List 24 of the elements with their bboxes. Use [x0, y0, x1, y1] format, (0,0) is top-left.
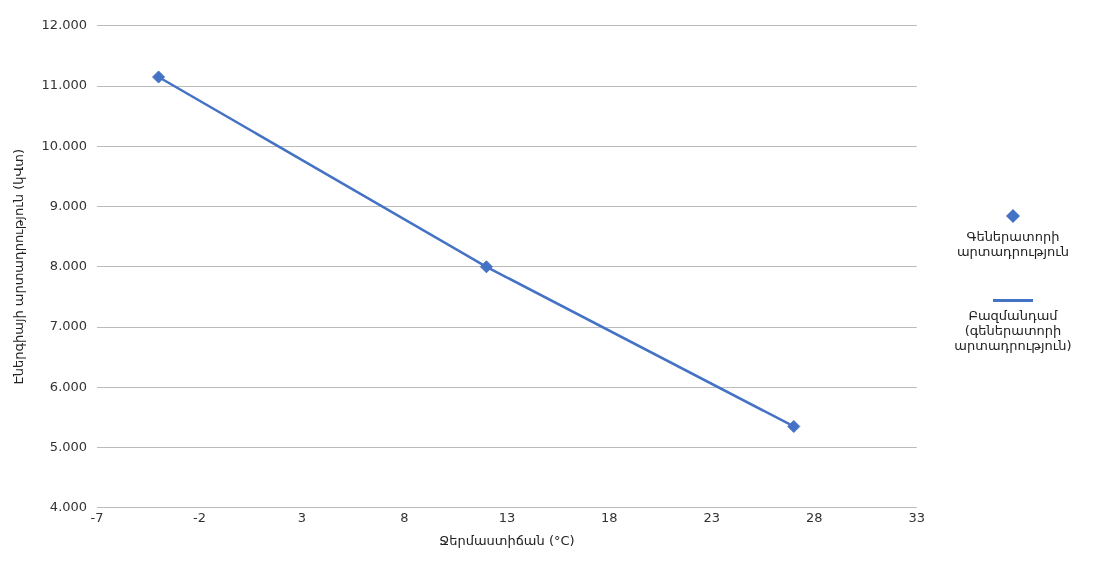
x-tick-label: 18 — [601, 509, 618, 525]
x-tick-label: 23 — [703, 509, 721, 525]
y-tick-label: 9.000 — [49, 197, 88, 213]
y-tick-label: 5.000 — [49, 438, 88, 454]
x-tick-label: 28 — [806, 509, 823, 525]
legend-label: Գեներատորի արտադրություն — [955, 228, 1071, 259]
y-tick-label: 8.000 — [49, 258, 88, 274]
point — [787, 419, 801, 433]
y-tick-label: 10.000 — [41, 137, 88, 153]
y-tick-label: 7.000 — [49, 318, 88, 334]
y-tick-label: 6.000 — [49, 378, 88, 394]
x-tick-label: 8 — [400, 509, 409, 525]
y-tick-label: 12.000 — [41, 17, 88, 33]
legend-label: Բազմանդամ (գեներատորի արտադրություն) — [953, 307, 1073, 353]
y-axis-title: Էներգիայի արտադրություն (կՎտ) — [11, 149, 27, 385]
x-axis-title: Ջերմաստիճան (°C) — [439, 532, 575, 548]
x-tick-label: 13 — [498, 509, 516, 525]
x-tick-label: 33 — [908, 509, 925, 525]
y-tick-label: 4.000 — [49, 499, 88, 515]
x-tick-label: -2 — [193, 509, 207, 525]
y-tick-label: 11.000 — [41, 77, 88, 93]
x-tick-label: 3 — [297, 509, 307, 525]
x-tick-label: -7 — [90, 509, 104, 525]
point — [152, 70, 166, 84]
